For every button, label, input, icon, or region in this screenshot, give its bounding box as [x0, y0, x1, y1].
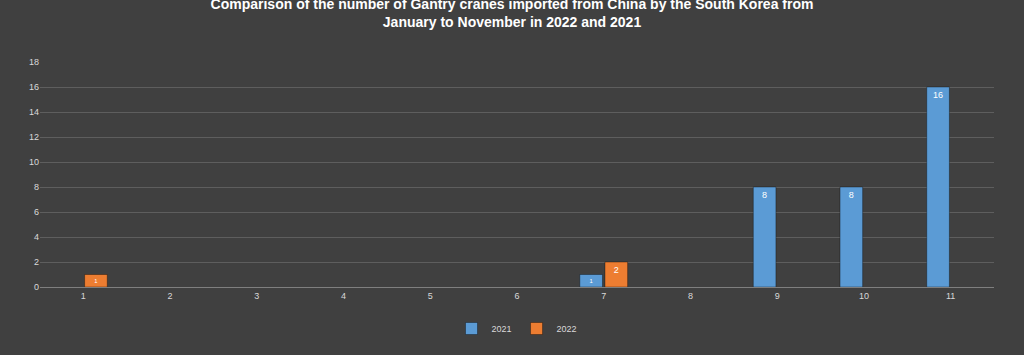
svg-text:9: 9: [775, 291, 780, 301]
svg-text:4: 4: [341, 291, 346, 301]
svg-text:12: 12: [29, 132, 39, 142]
svg-text:2: 2: [34, 257, 39, 267]
svg-text:3: 3: [254, 291, 259, 301]
svg-text:2: 2: [614, 265, 619, 275]
svg-text:8: 8: [762, 190, 767, 200]
svg-text:11: 11: [946, 291, 955, 301]
svg-text:5: 5: [428, 291, 433, 301]
svg-text:6: 6: [514, 291, 519, 301]
svg-text:6: 6: [34, 207, 39, 217]
svg-text:2: 2: [168, 291, 173, 301]
svg-text:8: 8: [34, 182, 39, 192]
svg-text:8: 8: [849, 190, 854, 200]
svg-text:1: 1: [590, 278, 593, 284]
svg-text:1: 1: [94, 278, 97, 284]
svg-text:16: 16: [933, 90, 943, 100]
svg-text:1: 1: [81, 291, 86, 301]
svg-text:14: 14: [29, 107, 39, 117]
svg-text:7: 7: [601, 291, 606, 301]
svg-text:2022: 2022: [557, 324, 577, 334]
svg-text:10: 10: [29, 157, 39, 167]
svg-text:18: 18: [29, 57, 39, 67]
svg-text:10: 10: [859, 291, 869, 301]
svg-text:2021: 2021: [492, 324, 512, 334]
svg-text:8: 8: [688, 291, 693, 301]
svg-text:0: 0: [34, 282, 39, 292]
svg-text:16: 16: [29, 82, 39, 92]
svg-text:Comparison of the number of Ga: Comparison of the number of Gantry crane…: [211, 0, 814, 30]
svg-text:4: 4: [34, 232, 39, 242]
